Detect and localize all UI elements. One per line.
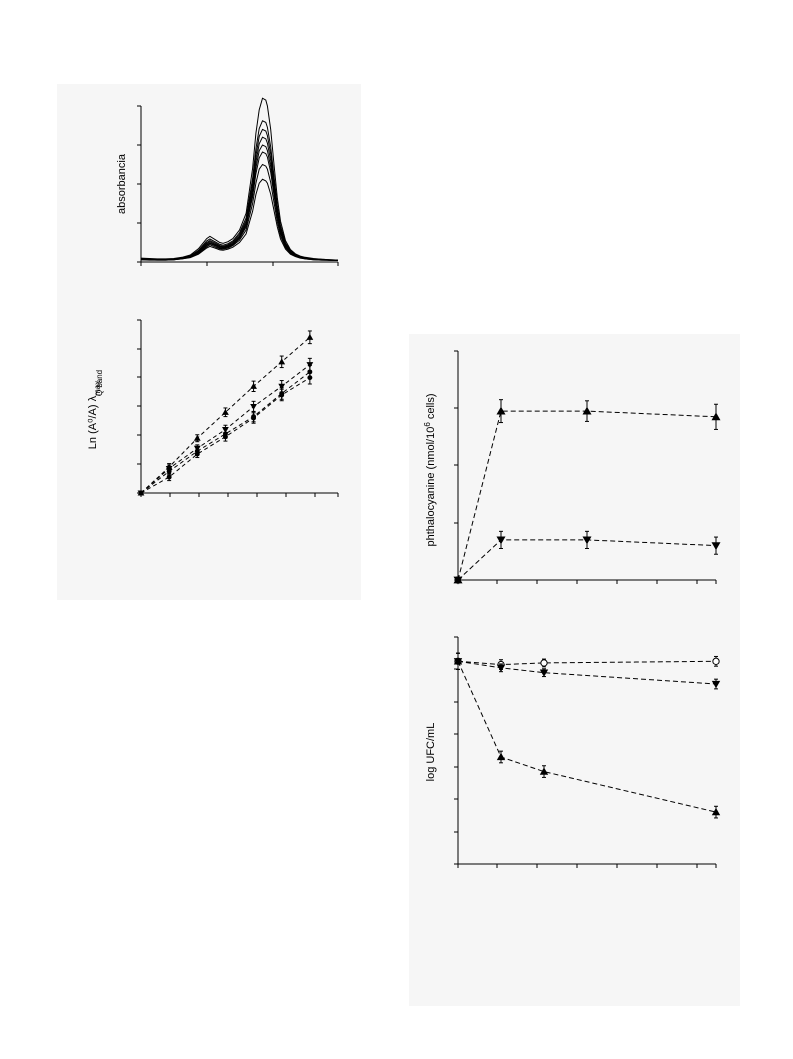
spectra-series: [140, 97, 339, 261]
spectrum-line: [140, 151, 339, 261]
data-point-triangle-up: [453, 657, 463, 665]
data-point-triangle-up: [306, 333, 314, 340]
uptake-y-label-tail: cells): [425, 393, 437, 422]
uptake-line: [457, 539, 717, 581]
data-point-triangle-down: [496, 664, 506, 673]
uptake-y-axis-label: phthalocyanine (nmol/106 cells): [423, 393, 437, 546]
data-point-circle: [279, 392, 285, 398]
uptake-series: [453, 399, 721, 585]
survival-axes: [454, 636, 717, 868]
data-point-triangle-down: [582, 536, 592, 545]
data-point-circle: [307, 375, 313, 381]
survival-line: [457, 660, 717, 685]
data-point-triangle-down: [453, 576, 463, 585]
spectrum-line: [140, 136, 338, 261]
survival-line: [457, 661, 717, 813]
data-point-triangle-down: [250, 403, 257, 410]
survival-line: [457, 660, 717, 666]
data-point-triangle-up: [711, 807, 721, 816]
survival-series: [453, 652, 721, 819]
spectrum-line: [141, 163, 339, 261]
data-point-circle-open: [712, 657, 720, 665]
data-point-triangle-down: [539, 669, 549, 677]
data-point-triangle-up: [250, 382, 257, 389]
kinetics-series: [137, 330, 314, 497]
data-point-circle: [166, 474, 172, 480]
uptake-line: [457, 410, 717, 581]
spectrum-line: [140, 178, 338, 261]
data-point-circle: [138, 490, 144, 496]
uptake-y-label-sup: 6: [423, 422, 432, 427]
spectra-axes: [137, 105, 339, 266]
kinetics-axes: [137, 319, 339, 497]
kinetics-y-label-sup: Q band: [95, 370, 104, 396]
kinetics-y-axis-label: Ln (A⁰/A) λmax: [87, 381, 102, 449]
data-point-triangle-up: [496, 406, 506, 415]
data-point-triangle-down: [711, 542, 721, 551]
data-point-circle: [166, 468, 172, 474]
data-point-circle: [222, 434, 228, 440]
data-point-triangle-up: [278, 358, 286, 365]
data-point-triangle-down: [711, 680, 721, 689]
data-point-triangle-up: [582, 406, 592, 415]
data-point-circle: [251, 415, 257, 421]
data-point-circle: [194, 451, 200, 457]
spectrum-line: [140, 97, 339, 261]
survival-y-axis-label: log UFC/mL: [425, 723, 437, 782]
data-point-triangle-up: [711, 412, 721, 421]
data-point-triangle-up: [496, 752, 506, 761]
data-point-circle-open: [540, 659, 548, 667]
data-point-triangle-down: [496, 536, 506, 545]
right-figure-panel: [409, 334, 740, 1006]
data-point-triangle-down: [278, 383, 286, 390]
spectra-y-axis-label: absorbancia: [116, 153, 128, 214]
uptake-axes: [454, 350, 717, 584]
data-point-triangle-up: [193, 434, 201, 441]
data-point-triangle-up: [222, 408, 229, 415]
kinetics-y-label-sub: max: [93, 381, 102, 396]
data-point-triangle-up: [539, 767, 549, 775]
